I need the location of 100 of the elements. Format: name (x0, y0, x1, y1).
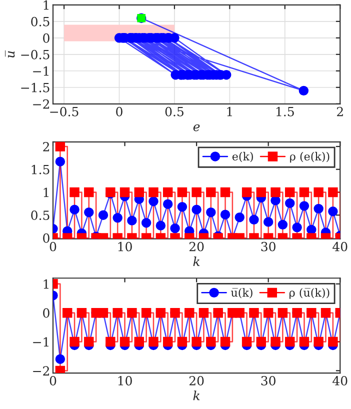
point (328, 187, 338, 198)
x-tick-label: 0 (50, 376, 56, 386)
point (328, 206, 338, 216)
point (106, 336, 116, 347)
point (314, 204, 324, 214)
point (134, 187, 144, 198)
point (242, 336, 252, 347)
point (84, 336, 94, 347)
x-tick-label: 10 (118, 376, 132, 386)
point (120, 336, 130, 347)
y-tick-label: 1.5 (32, 164, 50, 174)
point (84, 187, 94, 198)
y-tick-label: −1.5 (21, 82, 50, 92)
point (84, 207, 94, 218)
point (285, 336, 295, 347)
x-tick-label: 20 (189, 376, 204, 386)
point (148, 187, 158, 198)
y-tick-label: 2 (43, 142, 49, 152)
y-tick-label: −2 (33, 366, 49, 376)
point (192, 187, 202, 198)
point (162, 336, 173, 347)
point (70, 336, 80, 347)
point (314, 187, 324, 198)
point (278, 220, 288, 230)
point (256, 187, 266, 198)
x-tick-label: 0.5 (165, 106, 184, 116)
point (177, 202, 188, 212)
point (177, 336, 188, 347)
y-tick-label: 1 (44, 279, 48, 289)
legend-label: e(k) (232, 152, 253, 162)
x-tick-label: 10 (118, 242, 132, 252)
point (285, 198, 295, 208)
point (206, 187, 216, 198)
x-tick-label: 30 (261, 376, 276, 386)
x-tick-label: 20 (189, 242, 204, 252)
point (156, 220, 166, 230)
x-axis-title: k (193, 390, 200, 400)
y-tick-label: 0 (43, 308, 50, 318)
legend-label: ρ (u̅(k)) (290, 288, 330, 299)
point (299, 336, 310, 347)
x-tick-label: 30 (261, 242, 276, 252)
x-tick-label: 40 (332, 376, 348, 386)
point (242, 187, 252, 198)
point (148, 196, 158, 206)
point (192, 336, 202, 347)
x-tick-label: −0.5 (50, 106, 78, 116)
point (234, 212, 244, 222)
y-tick-label: −2 (33, 99, 49, 109)
y-tick-label: 1 (44, 0, 48, 10)
point (298, 86, 309, 96)
point (98, 210, 108, 220)
point (112, 212, 122, 223)
point (206, 336, 216, 347)
point (220, 210, 230, 220)
point (162, 187, 173, 198)
y-tick-label: 1 (44, 188, 48, 197)
x-tick-label: 40 (332, 242, 348, 252)
point (285, 187, 295, 198)
point (192, 204, 202, 214)
point (270, 336, 280, 347)
y-tick-label: −0.5 (21, 50, 50, 60)
point (55, 366, 66, 374)
y-tick-label: 0.5 (31, 16, 50, 26)
point (162, 199, 173, 209)
point (134, 336, 144, 347)
point (270, 196, 280, 206)
legend-label: u̅(k) (231, 288, 252, 298)
point (299, 187, 310, 198)
point (306, 224, 316, 235)
point (70, 187, 80, 198)
x-tick-label: 2 (336, 106, 343, 116)
legend-label: ρ (e(k)) (290, 152, 330, 163)
point (299, 201, 310, 211)
point (270, 187, 280, 198)
point (314, 336, 324, 347)
x-tick-label: 0 (116, 106, 122, 116)
y-tick-label: −1 (33, 66, 48, 76)
point (328, 336, 338, 347)
point (177, 187, 188, 198)
point (120, 187, 130, 198)
point (220, 187, 230, 198)
point (55, 354, 66, 364)
point (256, 336, 266, 347)
point (206, 207, 216, 218)
x-tick-label: 1.5 (276, 106, 294, 116)
y-axis-title: u̅ (5, 50, 15, 58)
point (127, 216, 137, 226)
point (292, 222, 302, 232)
point (220, 336, 230, 347)
x-axis-title: e (193, 124, 200, 132)
y-tick-label: 0 (43, 233, 50, 243)
y-tick-label: 0.5 (31, 210, 50, 220)
x-tick-label: 1 (227, 106, 232, 116)
point (148, 336, 158, 347)
y-tick-label: −1 (33, 337, 48, 347)
point (249, 214, 259, 225)
point (141, 218, 152, 228)
point (263, 217, 274, 227)
point (170, 223, 180, 234)
y-tick-label: 0 (43, 33, 50, 43)
